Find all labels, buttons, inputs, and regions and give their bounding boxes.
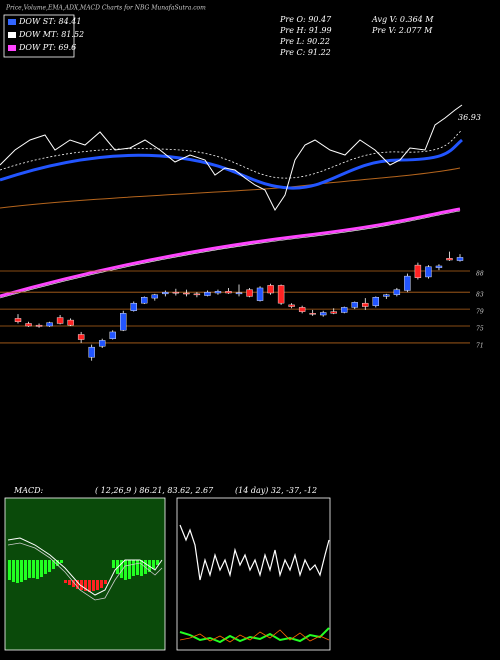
- candle-body: [435, 265, 443, 268]
- candle-body: [277, 285, 285, 304]
- candle-body: [298, 307, 306, 312]
- candle-body: [446, 258, 453, 261]
- legend-label: DOW PT: 69.6: [18, 43, 76, 52]
- annotation: 36.93: [458, 113, 481, 122]
- candle-body: [183, 292, 190, 295]
- candle-body: [309, 313, 316, 315]
- candle-body: [414, 264, 422, 278]
- candle-body: [35, 324, 43, 327]
- y-tick-label: 71: [476, 342, 484, 349]
- legend-label: DOW ST: 84.41: [18, 17, 81, 26]
- adx-line: [179, 524, 330, 581]
- macd-negative: [64, 580, 107, 592]
- candle-body: [25, 323, 32, 327]
- candle-body: [341, 307, 348, 313]
- ema-long: [0, 207, 461, 298]
- candle-body: [130, 302, 137, 311]
- candle-body: [46, 322, 53, 327]
- candle-body: [88, 346, 95, 358]
- info-label: Pre O: 90.47: [279, 15, 332, 24]
- candle-body: [98, 340, 106, 347]
- legend-swatch: [8, 19, 16, 25]
- candle-body: [214, 291, 222, 294]
- y-tick-label: 75: [476, 326, 484, 333]
- adx-text: (14 day) 32, -37, -12: [235, 486, 317, 495]
- candle-body: [235, 292, 243, 295]
- info-label: Pre H: 91.99: [279, 26, 332, 35]
- candle-body: [162, 291, 169, 295]
- legend-swatch: [8, 45, 16, 51]
- candle-body: [351, 302, 358, 308]
- candle-body: [14, 318, 22, 322]
- candles: [14, 251, 464, 361]
- candle-body: [393, 289, 401, 295]
- candle-body: [256, 287, 264, 301]
- candle-body: [362, 302, 369, 307]
- candle-body: [267, 285, 274, 294]
- candle-body: [172, 291, 180, 294]
- info-label: Avg V: 0.364 M: [371, 15, 434, 24]
- candle-body: [383, 294, 390, 297]
- candle-body: [225, 291, 232, 294]
- di-minus: [179, 629, 330, 643]
- candle-body: [193, 293, 201, 296]
- candle-body: [330, 311, 337, 314]
- y-tick-label: 83: [476, 292, 484, 299]
- candle-body: [77, 334, 85, 340]
- price-line: [0, 104, 463, 211]
- ema-long-edge: [0, 210, 461, 299]
- candle-body: [204, 291, 211, 296]
- info-label: Pre V: 2.077 M: [371, 26, 433, 35]
- macd-histogram: [7, 537, 163, 601]
- candle-body: [246, 289, 253, 297]
- macd-positive: [8, 560, 159, 583]
- adx-panel: [176, 497, 331, 651]
- y-tick-label: 88: [476, 271, 484, 278]
- y-tick-label: 79: [476, 309, 484, 316]
- macd-label: MACD:: [13, 486, 44, 495]
- candle-body: [67, 319, 74, 326]
- candle-body: [288, 304, 295, 307]
- di-plus: [179, 627, 330, 644]
- candle-body: [372, 297, 380, 306]
- candle-body: [151, 294, 159, 299]
- candle-body: [120, 313, 127, 331]
- macd-line: [7, 537, 163, 596]
- macd-text: ( 12,26,9 ) 86.21, 83.62, 2.67: [95, 486, 214, 495]
- chart-title: Price,Volume,EMA,ADX,MACD Charts for NBG…: [5, 5, 206, 12]
- candle-body: [456, 257, 464, 261]
- candle-body: [56, 317, 64, 324]
- info: Pre O: 90.47 Pre H: 91.99 Pre L: 90.22 Pre …: [279, 15, 434, 57]
- candle-body: [109, 331, 116, 339]
- info-label: Pre L: 90.22: [279, 37, 330, 46]
- candle-body: [425, 266, 432, 278]
- info-label: Pre C: 91.22: [279, 48, 331, 57]
- legend-swatch: [8, 32, 16, 38]
- legend-label: DOW MT: 81.52: [18, 30, 84, 39]
- signal-line: [7, 542, 163, 601]
- grid: 88 83 79 75 71: [0, 271, 484, 349]
- legend: DOW ST: 84.41 DOW MT: 81.52 DOW PT: 69.6: [8, 17, 84, 52]
- candle-body: [319, 312, 327, 316]
- candle-body: [141, 297, 148, 304]
- ema-short: [0, 138, 463, 190]
- candle-body: [404, 275, 411, 291]
